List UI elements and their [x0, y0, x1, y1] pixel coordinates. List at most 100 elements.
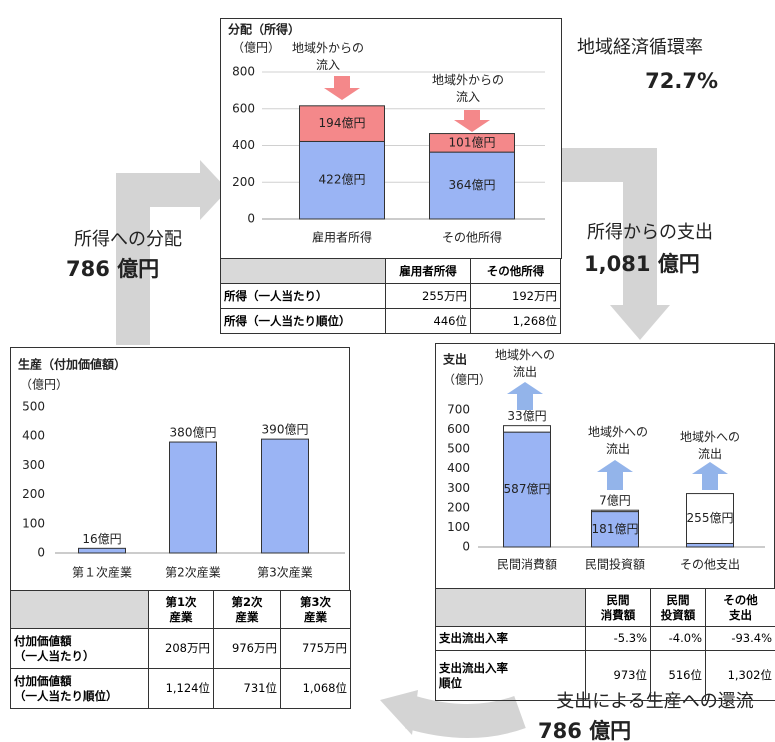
chart-title: 分配（所得） [228, 22, 300, 37]
y-tick-label: 600 [447, 422, 470, 436]
flow-arrow [562, 148, 657, 310]
table-row: 所得（一人当たり順位） 446位 1,268位 [220, 308, 561, 334]
row-label: 所得（一人当たり順位） [220, 308, 386, 334]
y-tick-label: 300 [447, 481, 470, 495]
table-cell: 255万円 [385, 283, 471, 309]
annotation-arrow [454, 110, 490, 132]
data-label: 255億円 [687, 511, 734, 525]
y-axis-label: （億円） [20, 378, 68, 392]
header-cell: 民間 投資額 [650, 588, 706, 627]
header-cell: 第1次 産業 [148, 590, 214, 629]
x-tick-label: 第3次産業 [257, 565, 313, 580]
table-cell: -93.4% [705, 626, 775, 651]
corner-cell [10, 590, 149, 629]
y-tick-label: 400 [232, 138, 255, 152]
bar [299, 140, 385, 220]
table-row: 支出流出入率 順位 973位 516位 1,302位 [435, 650, 775, 701]
row-label: 付加価値額 （一人当たり順位） [10, 668, 149, 709]
x-tick-label: 雇用者所得 [312, 230, 372, 245]
y-tick-label: 800 [232, 65, 255, 79]
x-tick-label: 第2次産業 [165, 565, 221, 580]
annotation-arrow [507, 382, 543, 410]
flow-arrows [116, 148, 657, 738]
y-tick-label: 400 [447, 461, 470, 475]
data-table: 民間 消費額 民間 投資額 その他 支出 支出流出入率 -5.3% -4.0% -93.4%… [435, 588, 775, 701]
table-row: 支出流出入率 -5.3% -4.0% -93.4% [435, 626, 775, 651]
flow-label: 所得への分配 [74, 229, 182, 250]
y-tick-label: 0 [37, 546, 45, 560]
y-tick-label: 500 [447, 442, 470, 456]
data-label: 194億円 [319, 116, 366, 130]
row-label: 支出流出入率 順位 [435, 650, 586, 701]
flow-label: 地域経済循環率 [577, 37, 703, 58]
flow-value: 1,081 億円 [584, 252, 700, 276]
table-row: 付加価値額 （一人当たり順位） 1,124位 731位 1,068位 [10, 668, 351, 709]
table-cell: 973位 [585, 650, 651, 701]
row-label: 付加価値額 （一人当たり） [10, 628, 149, 669]
header-cell: 第3次 産業 [280, 590, 351, 629]
flow-value: 786 億円 [66, 257, 159, 281]
y-tick-label: 200 [447, 500, 470, 514]
y-tick-label: 300 [22, 458, 45, 472]
annotation: 地域外からの流入 [432, 73, 504, 104]
header-row: 雇用者所得 その他所得 [220, 258, 561, 284]
table-cell: 208万円 [148, 628, 214, 669]
data-label: 390億円 [262, 423, 309, 437]
y-tick-label: 400 [22, 429, 45, 443]
table-cell: 516位 [650, 650, 706, 701]
annotation-arrow [597, 460, 633, 490]
data-label: 33億円 [507, 409, 546, 423]
bar [429, 151, 515, 220]
annotation: 地域外への流出 [588, 425, 648, 456]
table-cell: 1,124位 [148, 668, 214, 709]
data-label: 380億円 [170, 426, 217, 440]
data-label: 7億円 [599, 494, 631, 508]
annotation: 地域外からの流入 [292, 41, 364, 72]
x-tick-label: 第１次産業 [72, 565, 132, 580]
flow-arrowhead [610, 305, 670, 340]
y-tick-label: 200 [232, 175, 255, 189]
table-row: 所得（一人当たり） 255万円 192万円 [220, 283, 561, 309]
bar [429, 133, 515, 153]
y-tick-label: 700 [447, 403, 470, 417]
row-label: 所得（一人当たり） [220, 283, 386, 309]
y-tick-label: 100 [22, 516, 45, 530]
data-table: 雇用者所得 その他所得 所得（一人当たり） 255万円 192万円 所得（一人当たり順位）… [220, 258, 561, 334]
bar [78, 547, 126, 554]
data-label: 16億円 [82, 532, 121, 546]
row-label: 支出流出入率 [435, 626, 586, 651]
x-tick-label: その他所得 [442, 230, 502, 245]
x-tick-label: その他支出 [680, 558, 740, 572]
header-cell: 雇用者所得 [385, 258, 471, 284]
header-cell: その他所得 [470, 258, 561, 284]
table-cell: 976万円 [213, 628, 281, 669]
data-label: 181億円 [592, 522, 639, 536]
table-cell: 731位 [213, 668, 281, 709]
table-cell: 1,302位 [705, 650, 775, 701]
table-cell: 775万円 [280, 628, 351, 669]
flow-label: 所得からの支出 [587, 222, 713, 243]
data-label: 101億円 [449, 135, 496, 149]
bar [686, 493, 734, 544]
y-tick-label: 600 [232, 101, 255, 115]
x-tick-label: 民間消費額 [497, 557, 557, 572]
header-row: 民間 消費額 民間 投資額 その他 支出 [435, 588, 775, 627]
data-label: 587億円 [504, 482, 551, 496]
header-cell: その他 支出 [705, 588, 775, 627]
chart-title: 支出 [442, 352, 467, 367]
corner-cell [435, 588, 586, 627]
table-cell: -5.3% [585, 626, 651, 651]
bar [591, 509, 639, 513]
bar [686, 542, 734, 548]
flow-arrowhead [380, 690, 418, 735]
bar [591, 511, 639, 548]
table-row: 付加価値額 （一人当たり） 208万円 976万円 775万円 [10, 628, 351, 669]
corner-cell [220, 258, 386, 284]
header-cell: 民間 消費額 [585, 588, 651, 627]
flow-value: 786 億円 [538, 719, 631, 742]
bar [169, 441, 217, 554]
header-cell: 第2次 産業 [213, 590, 281, 629]
table-cell: 1,068位 [280, 668, 351, 709]
